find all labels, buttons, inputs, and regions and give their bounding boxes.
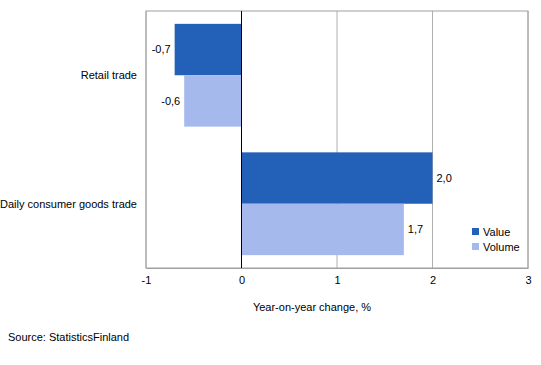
x-tick-label: 2 xyxy=(430,274,436,286)
x-tick-label: -1 xyxy=(142,274,152,286)
data-label: -0,7 xyxy=(152,43,171,55)
legend-item: Value xyxy=(472,226,510,238)
data-label: 2,0 xyxy=(437,172,452,184)
x-tick: 0 xyxy=(239,268,245,286)
category-labels: Retail trade Daily consumer goods trade xyxy=(0,69,137,210)
legend-swatch xyxy=(472,243,479,250)
category-label: Daily consumer goods trade xyxy=(0,198,137,210)
grid-line xyxy=(241,11,242,268)
x-axis: -1 0 1 2 3 xyxy=(142,268,532,286)
bar xyxy=(242,204,404,255)
bar xyxy=(242,152,433,203)
chart: -1 0 1 2 3 Retail trade Daily consumer goods t… xyxy=(0,0,541,365)
x-tick: 2 xyxy=(430,268,436,286)
x-tick-label: 3 xyxy=(525,274,531,286)
data-label: -0,6 xyxy=(161,95,180,107)
bars xyxy=(175,24,433,255)
bar xyxy=(184,75,241,126)
bar xyxy=(175,24,242,75)
x-axis-line xyxy=(147,268,529,269)
legend-label: Volume xyxy=(483,241,520,253)
data-labels: -0,7 2,0 -0,6 1,7 xyxy=(152,43,452,235)
plot-frame xyxy=(146,11,528,268)
legend: Value Volume xyxy=(472,226,520,253)
source-note: Source: StatisticsFinland xyxy=(8,331,129,343)
zero-line xyxy=(241,11,242,268)
x-tick: 3 xyxy=(525,268,531,286)
x-tick-label: 1 xyxy=(334,274,340,286)
x-axis-title: Year-on-year change, % xyxy=(253,301,371,313)
legend-swatch xyxy=(472,228,479,235)
grid xyxy=(146,11,528,268)
x-tick: -1 xyxy=(142,268,152,286)
grid-line xyxy=(432,11,433,268)
plot: -1 0 1 2 3 Retail trade Daily consumer goods t… xyxy=(0,11,532,286)
category-label: Retail trade xyxy=(81,69,137,81)
data-label: 1,7 xyxy=(408,223,423,235)
x-tick: 1 xyxy=(334,268,340,286)
legend-item: Volume xyxy=(472,241,520,253)
x-tick-label: 0 xyxy=(239,274,245,286)
legend-label: Value xyxy=(483,226,510,238)
